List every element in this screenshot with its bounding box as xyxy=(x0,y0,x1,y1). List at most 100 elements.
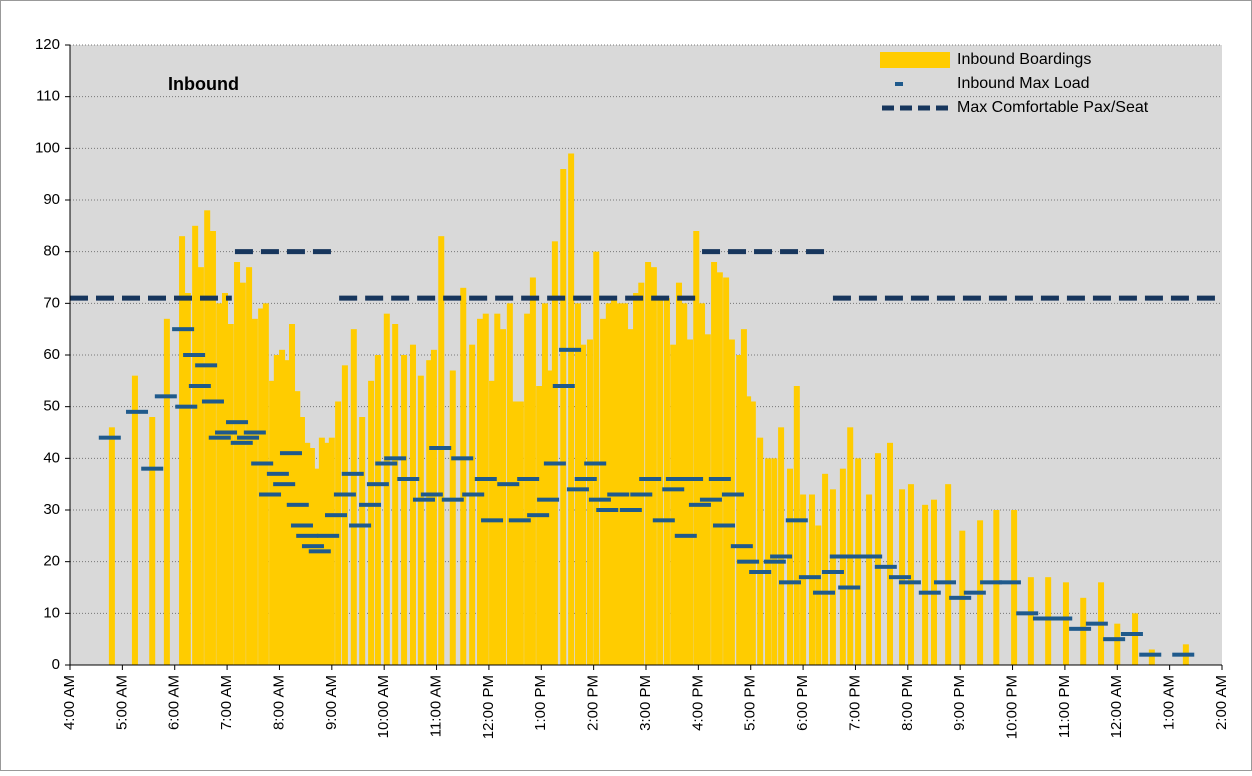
bar xyxy=(1132,613,1139,665)
max-load-marker xyxy=(1050,616,1073,621)
y-tick-label: 120 xyxy=(35,36,60,53)
bar xyxy=(745,396,752,665)
max-load-marker xyxy=(188,384,211,388)
max-load-marker xyxy=(230,440,253,445)
max-load-marker xyxy=(126,409,149,414)
max-load-marker xyxy=(296,533,319,538)
max-load-marker xyxy=(451,456,474,461)
max-load-marker xyxy=(662,487,685,492)
x-tick-label: 4:00 PM xyxy=(689,675,706,731)
bar xyxy=(815,525,822,665)
max-load-marker xyxy=(674,533,697,538)
max-load-marker xyxy=(215,430,238,435)
bar xyxy=(350,329,357,665)
max-load-marker xyxy=(508,518,531,523)
max-load-marker xyxy=(813,590,836,595)
max-load-marker xyxy=(375,461,398,466)
bar xyxy=(251,318,258,665)
max-load-marker xyxy=(566,487,589,492)
max-load-marker xyxy=(397,477,420,481)
y-tick-label: 10 xyxy=(43,604,60,621)
bar xyxy=(216,303,223,665)
x-tick-label: 5:00 PM xyxy=(742,675,759,731)
max-load-marker xyxy=(481,518,504,523)
bar xyxy=(728,339,735,665)
bar xyxy=(536,386,543,665)
bar xyxy=(529,277,536,665)
bar xyxy=(221,293,228,665)
max-load-marker xyxy=(1016,611,1039,616)
bar xyxy=(657,298,664,665)
x-tick-label: 6:00 AM xyxy=(166,675,183,730)
bar xyxy=(693,231,700,665)
bar xyxy=(622,303,629,665)
bar xyxy=(638,282,645,665)
max-load-marker xyxy=(1172,652,1195,657)
max-load-marker xyxy=(785,518,808,523)
x-tick-label: 4:00 AM xyxy=(61,675,78,730)
x-tick-label: 6:00 PM xyxy=(794,675,811,731)
bar xyxy=(574,303,581,665)
legend-label: Inbound Boardings xyxy=(957,51,1091,68)
bar xyxy=(993,510,1000,665)
max-load-marker xyxy=(652,518,675,523)
bar xyxy=(1045,577,1052,665)
max-load-marker xyxy=(195,363,218,368)
bar xyxy=(460,287,467,665)
x-tick-label: 12:00 AM xyxy=(1108,675,1125,738)
bar xyxy=(149,417,156,665)
x-tick-label: 12:00 PM xyxy=(480,675,497,739)
bar xyxy=(430,349,437,665)
bar xyxy=(1011,510,1018,665)
max-load-marker xyxy=(949,595,972,600)
bar xyxy=(131,375,138,665)
y-tick-label: 80 xyxy=(43,243,60,260)
bar xyxy=(204,210,211,666)
bar xyxy=(500,329,507,665)
bar xyxy=(945,484,952,665)
max-load-marker xyxy=(1032,616,1055,621)
bar xyxy=(600,318,607,665)
max-load-marker xyxy=(273,482,296,487)
bar xyxy=(273,355,280,665)
bar xyxy=(227,324,234,665)
max-load-marker xyxy=(243,430,266,435)
x-tick-label: 11:00 AM xyxy=(428,675,445,737)
bar xyxy=(1148,649,1155,665)
x-tick-label: 3:00 PM xyxy=(637,675,654,731)
legend-label: Max Comfortable Pax/Seat xyxy=(957,99,1149,116)
bar xyxy=(1114,623,1121,665)
max-load-marker xyxy=(384,456,407,461)
max-load-marker xyxy=(574,477,597,481)
bar xyxy=(907,484,914,665)
bar xyxy=(359,417,366,665)
bar xyxy=(711,262,718,665)
bar xyxy=(482,313,489,665)
y-tick-label: 90 xyxy=(43,191,60,208)
bar xyxy=(438,236,445,665)
max-load-marker xyxy=(963,590,986,595)
max-load-marker xyxy=(619,508,642,512)
bar xyxy=(368,380,375,665)
bar xyxy=(324,442,331,665)
bar xyxy=(716,272,723,665)
bar xyxy=(580,344,587,665)
max-load-marker xyxy=(175,404,198,409)
bar xyxy=(246,267,253,665)
bar xyxy=(392,324,399,665)
x-tick-label: 7:00 AM xyxy=(218,675,235,730)
bar xyxy=(239,282,246,665)
max-load-marker xyxy=(517,477,540,481)
bar xyxy=(308,448,315,665)
bar xyxy=(616,303,623,665)
max-load-marker xyxy=(266,471,289,476)
bar xyxy=(269,380,276,665)
x-tick-label: 10:00 AM xyxy=(375,675,392,738)
max-load-marker xyxy=(779,580,801,585)
bar xyxy=(586,339,593,665)
bar xyxy=(374,355,381,665)
bar xyxy=(426,360,433,665)
max-load-marker xyxy=(259,492,282,497)
max-load-marker xyxy=(543,461,566,466)
max-load-marker xyxy=(537,497,560,502)
